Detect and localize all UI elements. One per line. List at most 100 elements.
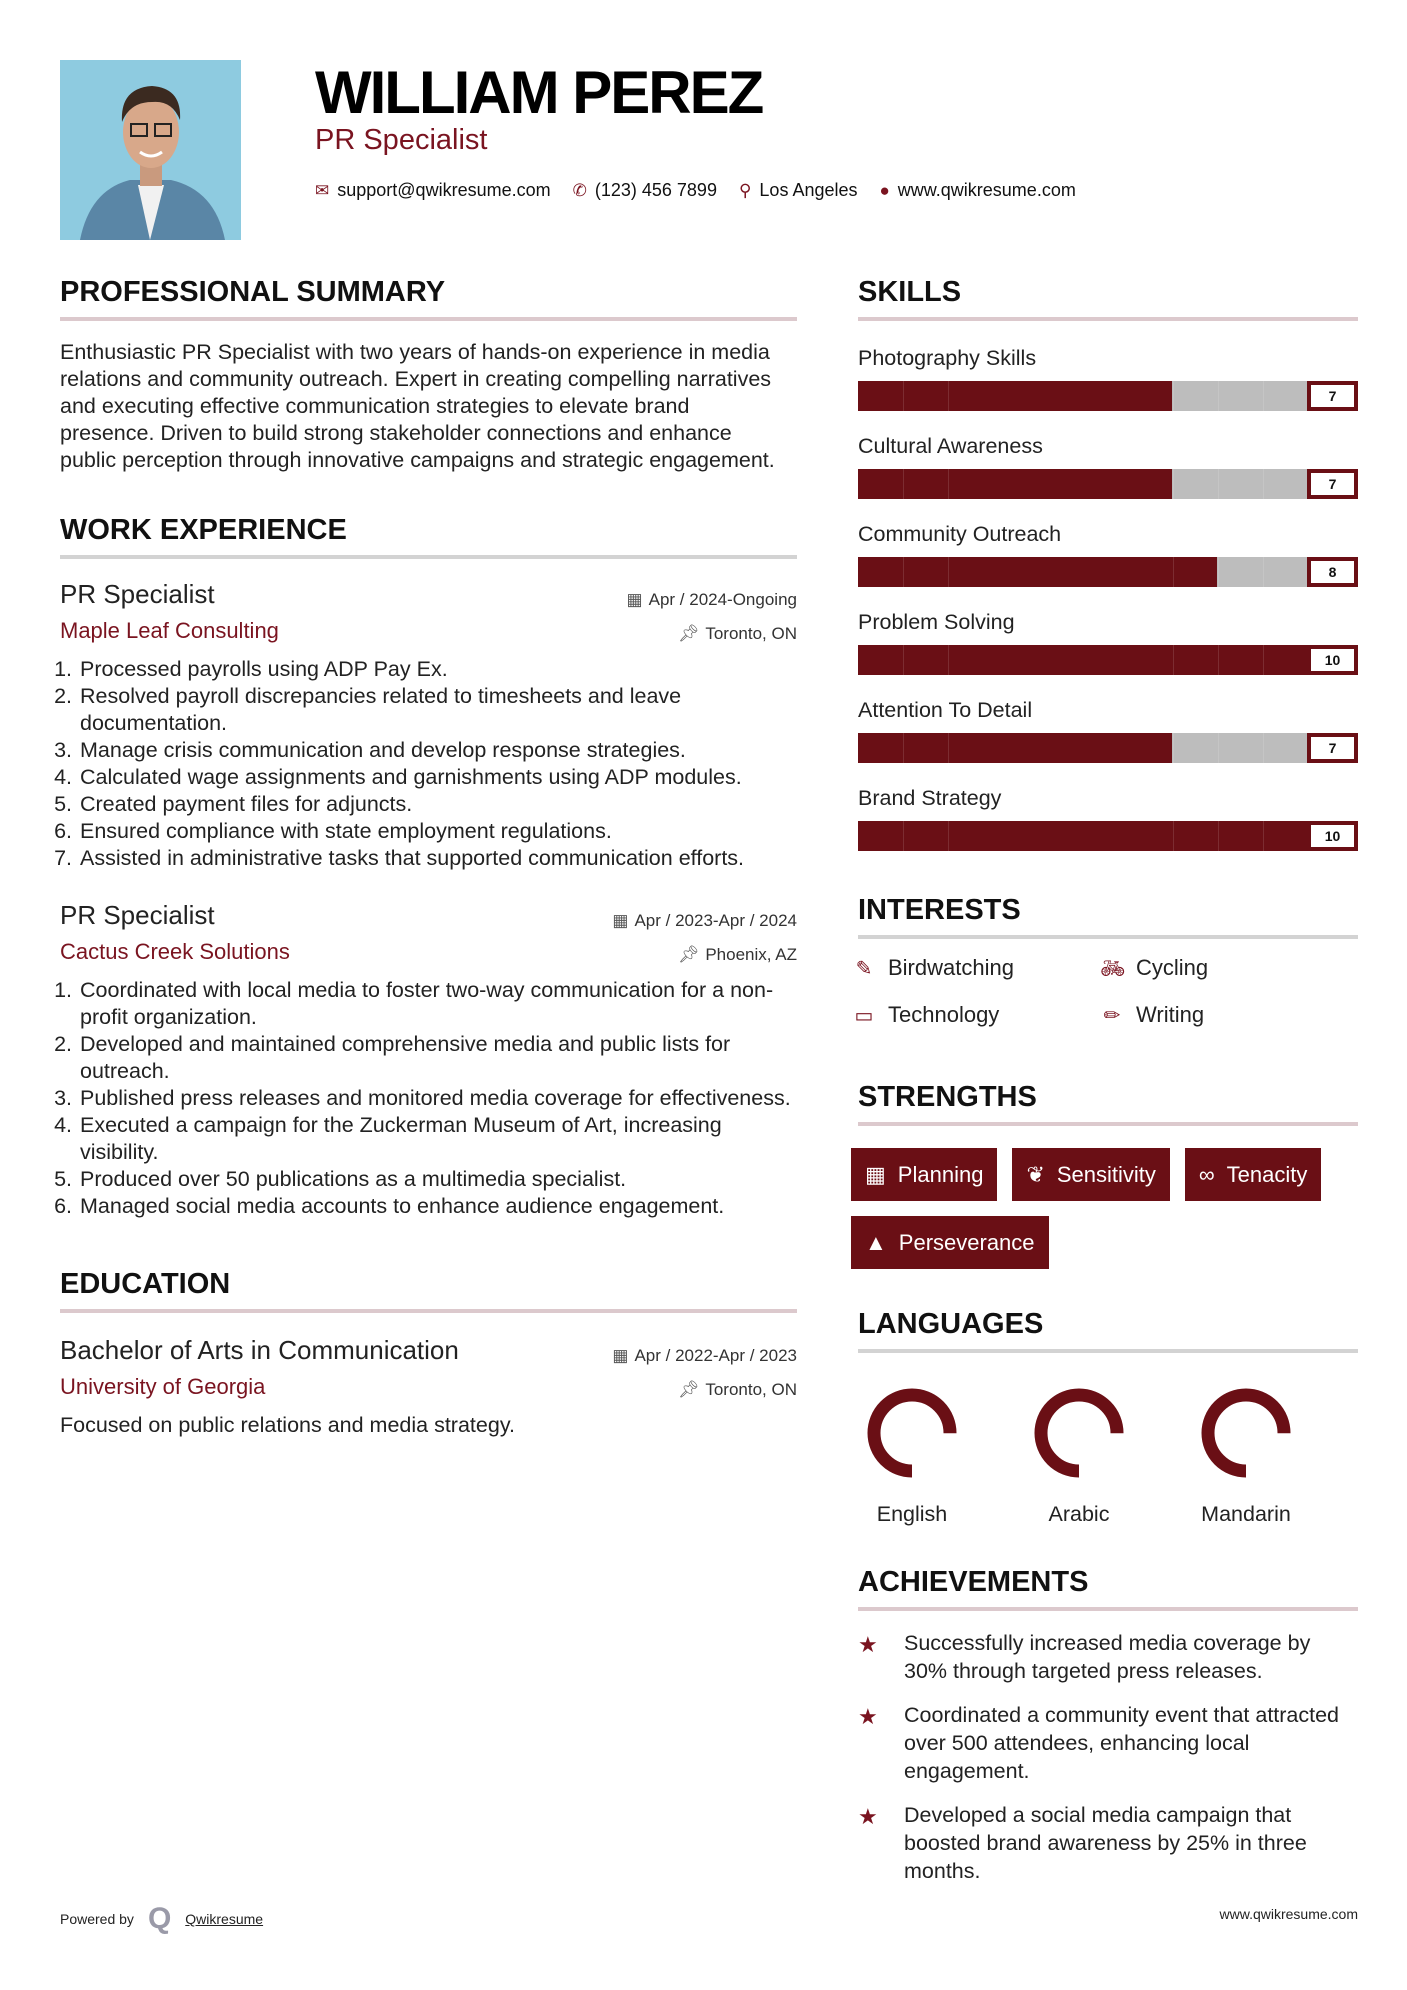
education-location: Toronto, ON <box>705 1380 797 1399</box>
languages-section: LANGUAGES <box>858 1308 1358 1353</box>
language-level-ring <box>1201 1388 1291 1478</box>
skill-level-value: 10 <box>1307 821 1358 851</box>
skill-name: Brand Strategy <box>858 786 1002 810</box>
language-level-ring <box>1034 1388 1124 1478</box>
job-bullets: Coordinated with local media to foster t… <box>60 977 797 1220</box>
leaf-icon: ❦ <box>1026 1161 1045 1187</box>
footer-website[interactable]: www.qwikresume.com <box>1219 1906 1358 1922</box>
interest-label: Writing <box>1136 1002 1205 1027</box>
skill-name: Community Outreach <box>858 522 1062 546</box>
interests-section: INTERESTS <box>858 894 1358 939</box>
pin-icon: 📌︎ <box>677 624 700 643</box>
experience-section: WORK EXPERIENCE PR Specialist ▦ Apr / 202… <box>60 514 797 1220</box>
section-heading: PROFESSIONAL SUMMARY <box>60 276 797 321</box>
email-link[interactable]: support@qwikresume.com <box>337 180 551 200</box>
strength-chip: ▦ Planning <box>851 1148 998 1201</box>
skill-bar: 10 <box>858 821 1358 851</box>
skill-level-value: 7 <box>1307 381 1358 411</box>
bar-divider <box>1218 645 1219 675</box>
bar-divider <box>903 381 904 411</box>
road-icon: ▲ <box>865 1229 887 1255</box>
skill-bar-fill <box>858 557 1218 587</box>
language-item: Mandarin <box>1161 1383 1331 1527</box>
skill-bar-fill <box>858 733 1173 763</box>
strength-chip: ❦ Sensitivity <box>1012 1148 1170 1201</box>
powered-by-text: Powered by <box>60 1911 134 1927</box>
candidate-name: WILLIAM PEREZ <box>315 59 764 126</box>
strength-label: Perseverance <box>898 1229 1035 1255</box>
bar-divider <box>1263 733 1264 763</box>
bicycle-icon: 🚲︎ <box>1100 957 1126 980</box>
bullet-item: Produced over 50 publications as a multi… <box>78 1166 797 1193</box>
strength-label: Sensitivity <box>1056 1161 1156 1187</box>
education-section: EDUCATION Bachelor of Arts in Communicat… <box>60 1268 797 1439</box>
bar-divider <box>1218 733 1219 763</box>
edit-icon: ✎ <box>855 957 873 980</box>
summary-text: Enthusiastic PR Specialist with two year… <box>60 340 775 472</box>
map-marker-icon: ⚲ <box>738 180 752 200</box>
bullet-item: Manage crisis communication and develop … <box>78 737 797 764</box>
strength-label: Planning <box>897 1161 984 1187</box>
education-description: Focused on public relations and media st… <box>60 1413 515 1437</box>
bar-divider <box>1218 557 1219 587</box>
bar-divider <box>1173 469 1174 499</box>
bar-divider <box>1173 821 1174 851</box>
skill-name: Cultural Awareness <box>858 434 1043 458</box>
job-dates: Apr / 2023-Apr / 2024 <box>634 911 797 930</box>
bullet-item: Calculated wage assignments and garnishm… <box>78 764 797 791</box>
interest-label: Cycling <box>1136 955 1209 980</box>
bar-divider <box>903 469 904 499</box>
skill-level-value: 7 <box>1307 469 1358 499</box>
language-item: Arabic <box>994 1383 1164 1527</box>
bullet-item: Processed payrolls using ADP Pay Ex. <box>78 656 797 683</box>
section-heading: EDUCATION <box>60 1268 797 1313</box>
envelope-icon: ✉ <box>315 180 330 200</box>
laptop-icon: ▭ <box>854 1004 874 1027</box>
skill-name: Photography Skills <box>858 346 1037 370</box>
language-item: English <box>827 1383 997 1527</box>
contact-bar: ✉ support@qwikresume.com ✆ (123) 456 789… <box>315 180 1076 201</box>
skill-bar: 10 <box>858 645 1358 675</box>
strength-label: Tenacity <box>1226 1161 1308 1187</box>
interest-item: ✎ Birdwatching <box>852 955 1014 981</box>
calendar-icon: ▦ <box>612 1346 629 1365</box>
skills-list: Photography Skills 7 Cultural Awareness 7 Co… <box>858 343 1358 851</box>
calendar-icon: ▦ <box>612 911 629 930</box>
qwikresume-logo-icon: Q <box>147 1902 172 1935</box>
section-heading: STRENGTHS <box>858 1081 1358 1126</box>
bullet-item: Executed a campaign for the Zuckerman Mu… <box>78 1112 797 1166</box>
link-icon: ∞ <box>1198 1161 1215 1187</box>
section-heading: WORK EXPERIENCE <box>60 514 797 559</box>
star-icon: ★ <box>858 1804 878 1829</box>
star-icon: ★ <box>858 1704 878 1729</box>
bullet-item: Created payment files for adjuncts. <box>78 791 797 818</box>
achievement-item: ★ Developed a social media campaign that … <box>858 1801 1358 1885</box>
website-link[interactable]: www.qwikresume.com <box>897 180 1076 200</box>
summary-section: PROFESSIONAL SUMMARY Enthusiastic PR Spe… <box>60 276 797 474</box>
bar-divider <box>1218 821 1219 851</box>
phone-icon: ✆ <box>572 180 587 200</box>
bar-divider <box>1173 645 1174 675</box>
bar-divider <box>1263 469 1264 499</box>
achievement-text: Coordinated a community event that attra… <box>904 1703 1340 1783</box>
skill-level-value: 7 <box>1307 733 1358 763</box>
interest-item: 🚲︎ Cycling <box>1100 955 1208 981</box>
section-heading: LANGUAGES <box>858 1308 1358 1353</box>
qwikresume-link[interactable]: Qwikresume <box>185 1911 264 1927</box>
bar-divider <box>1263 645 1264 675</box>
job-title: PR Specialist <box>60 900 215 930</box>
bullet-item: Coordinated with local media to foster t… <box>78 977 797 1031</box>
job-entry: PR Specialist ▦ Apr / 2023-Apr / 2024 Cac… <box>60 900 797 1220</box>
job-bullets: Processed payrolls using ADP Pay Ex. Res… <box>60 656 797 872</box>
candidate-title: PR Specialist <box>315 124 488 156</box>
location-text: Los Angeles <box>759 180 858 200</box>
bar-divider <box>948 733 949 763</box>
phone-text: (123) 456 7899 <box>594 180 717 200</box>
interest-label: Birdwatching <box>888 955 1014 980</box>
bar-divider <box>1218 381 1219 411</box>
bar-divider <box>1173 381 1174 411</box>
achievements-section: ACHIEVEMENTS ★ Successfully increased med… <box>858 1566 1358 1901</box>
language-level-arc <box>1201 1388 1291 1478</box>
skill-bar: 7 <box>858 469 1358 499</box>
interest-label: Technology <box>888 1002 1000 1027</box>
